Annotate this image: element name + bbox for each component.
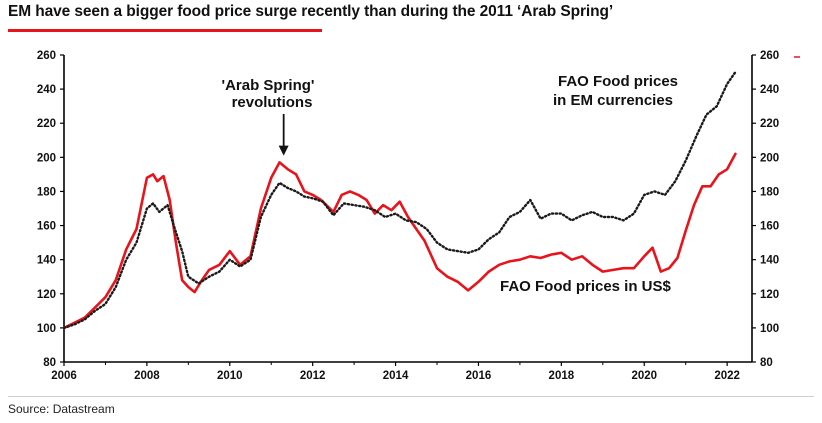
x-tick-label: 2018: [549, 370, 575, 382]
x-tick-label: 2020: [631, 370, 657, 382]
chart-axes: 80 80 100 100 120 120 140 140 160 160 180 180 200 200…: [37, 50, 800, 382]
footer-divider: [8, 396, 814, 397]
y-tick-label-right: 80: [760, 357, 773, 369]
annotation-label: 'Arab Spring': [222, 77, 315, 94]
y-tick-label-right: 100: [760, 323, 779, 335]
x-tick-label: 2012: [300, 370, 326, 382]
arrow-head: [278, 145, 289, 156]
y-tick-label-left: 100: [37, 323, 56, 335]
annotation-label: FAO Food prices in US$: [500, 278, 672, 295]
y-tick-label-left: 220: [37, 118, 56, 130]
y-tick-label-right: 220: [760, 118, 779, 130]
x-tick-label: 2022: [714, 370, 740, 382]
chart-series: [62, 70, 737, 330]
y-tick-label-left: 80: [43, 357, 56, 369]
series-line-us: [62, 152, 737, 330]
y-tick-label-right: 240: [760, 84, 779, 96]
chart-title: EM have seen a bigger food price surge r…: [8, 3, 614, 20]
annotation-label: in EM currencies: [553, 92, 673, 109]
line-chart: 80 80 100 100 120 120 140 140 160 160 180 180 200 200…: [37, 50, 800, 382]
x-tick-label: 2006: [51, 370, 77, 382]
chart-annotations: 'Arab Spring'revolutions FAO Food prices i…: [222, 73, 679, 295]
x-tick-label: 2014: [383, 370, 409, 382]
source-note: Source: Datastream: [8, 402, 115, 416]
x-tick-label: 2016: [466, 370, 492, 382]
y-tick-label-right: 180: [760, 186, 779, 198]
y-tick-label-right: 200: [760, 152, 779, 164]
y-tick-label-left: 160: [37, 221, 56, 233]
y-tick-label-right: 160: [760, 221, 779, 233]
annotation-label: FAO Food prices: [558, 73, 678, 90]
annotation-label: revolutions: [232, 94, 313, 111]
y-tick-label-left: 240: [37, 84, 56, 96]
y-tick-label-right: 140: [760, 255, 779, 267]
y-tick-label-left: 200: [37, 152, 56, 164]
series-line-em: [62, 70, 737, 330]
y-tick-label-right: 260: [760, 50, 779, 62]
y-tick-label-left: 180: [37, 186, 56, 198]
y-tick-label-left: 260: [37, 50, 56, 62]
y-tick-label-right: 120: [760, 289, 779, 301]
x-tick-label: 2010: [217, 370, 243, 382]
x-tick-label: 2008: [134, 370, 160, 382]
y-tick-label-left: 120: [37, 289, 56, 301]
title-accent-rule: [8, 29, 322, 32]
y-tick-label-left: 140: [37, 255, 56, 267]
